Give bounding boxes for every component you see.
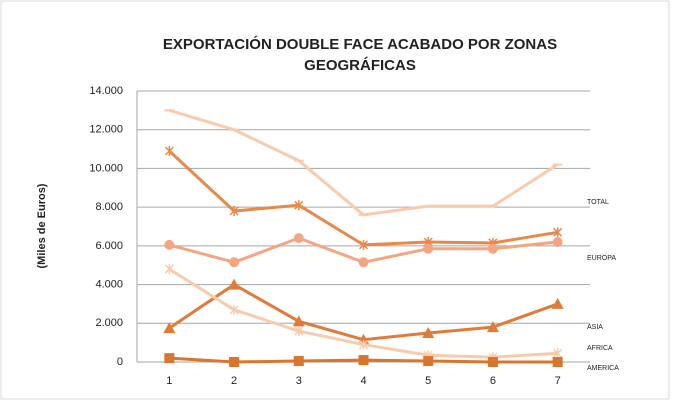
- point: [358, 239, 369, 250]
- y-tick-label: 0: [117, 356, 123, 368]
- x-tick-label: 6: [490, 375, 496, 387]
- point: [293, 233, 304, 244]
- point: [293, 356, 304, 367]
- point: [423, 243, 434, 254]
- point: [486, 321, 499, 333]
- x-tick-label: 2: [231, 375, 237, 387]
- point: [487, 243, 498, 254]
- point: [553, 227, 563, 238]
- point: [229, 304, 239, 315]
- y-tick-label: 8.000: [95, 201, 123, 213]
- x-tick-label: 1: [166, 375, 172, 387]
- y-tick-label: 6.000: [95, 240, 123, 252]
- point: [229, 257, 240, 268]
- point: [228, 278, 241, 290]
- point: [229, 357, 240, 367]
- x-tick-label: 7: [555, 375, 561, 387]
- chart-title: GEOGRÁFICAS: [304, 57, 416, 74]
- point: [294, 326, 304, 337]
- point: [358, 257, 369, 268]
- annotation: TOTAL: [587, 199, 609, 206]
- point: [229, 206, 239, 217]
- y-tick-label: 12.000: [89, 124, 123, 136]
- point: [292, 315, 305, 327]
- point: [164, 239, 175, 250]
- y-tick-label: 2.000: [95, 317, 123, 329]
- point: [163, 322, 176, 334]
- annotation: AFRICA: [587, 345, 613, 352]
- point: [164, 146, 174, 157]
- point: [358, 339, 369, 350]
- x-tick-label: 3: [296, 375, 302, 387]
- point: [551, 297, 564, 309]
- point: [164, 353, 175, 364]
- y-tick-label: 4.000: [95, 278, 123, 290]
- x-tick-label: 5: [425, 375, 431, 387]
- point: [552, 236, 563, 247]
- point: [294, 200, 304, 211]
- point: [553, 348, 563, 359]
- point: [552, 357, 563, 367]
- x-tick-label: 4: [360, 375, 366, 387]
- y-tick-label: 10.000: [89, 162, 123, 174]
- chart-title: EXPORTACIÓN DOUBLE FACE ACABADO POR ZONA…: [163, 35, 557, 53]
- y-axis-label: (Miles de Euros): [36, 183, 48, 268]
- point: [164, 264, 174, 275]
- annotation: ASIA: [587, 324, 603, 331]
- y-tick-label: 14.000: [89, 85, 123, 97]
- annotation: EUROPA: [587, 255, 616, 262]
- annotation: AMERICA: [587, 365, 619, 372]
- point: [423, 356, 434, 367]
- point: [358, 355, 369, 366]
- point: [487, 357, 498, 367]
- point: [422, 326, 435, 338]
